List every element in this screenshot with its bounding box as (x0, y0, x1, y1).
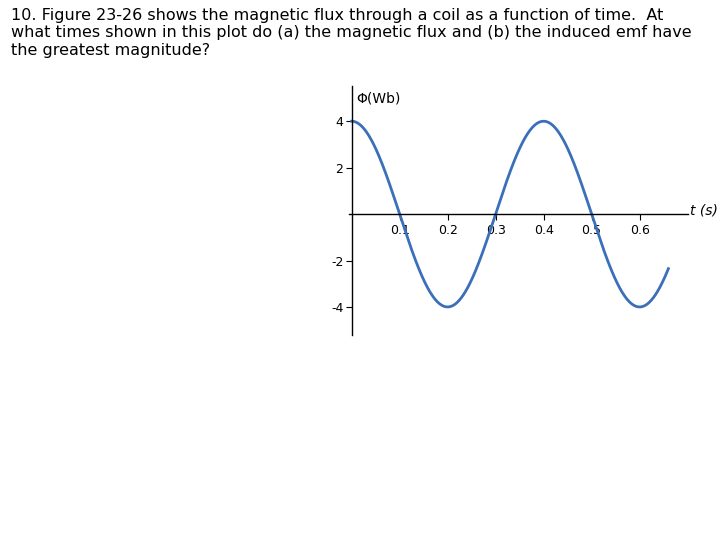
Text: Φ(Wb): Φ(Wb) (356, 91, 401, 105)
Text: t (s): t (s) (690, 204, 718, 218)
Text: 10. Figure 23-26 shows the magnetic flux through a coil as a function of time.  : 10. Figure 23-26 shows the magnetic flux… (11, 8, 691, 58)
